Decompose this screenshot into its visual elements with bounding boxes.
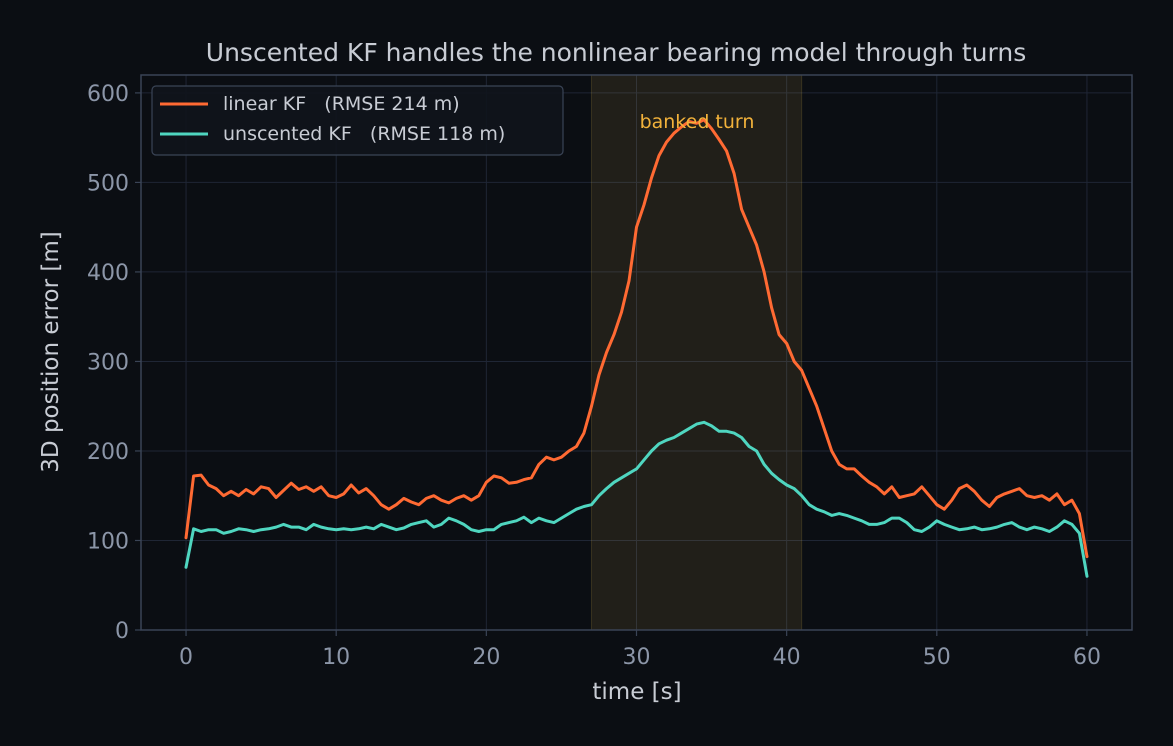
- y-tick-label: 0: [115, 619, 129, 644]
- shaded-region: [590, 74, 803, 631]
- x-axis: 0 10 20 30 40 50 60: [179, 630, 1101, 670]
- chart-title: Unscented KF handles the nonlinear beari…: [206, 38, 1026, 67]
- y-tick-label: 100: [87, 529, 129, 554]
- y-tick-label: 600: [87, 82, 129, 107]
- x-tick-label: 0: [179, 645, 193, 670]
- y-tick-label: 200: [87, 440, 129, 465]
- y-tick-label: 500: [87, 171, 129, 196]
- y-axis: 0 100 200 300 400 500 600: [87, 82, 141, 644]
- y-axis-label: 3D position error [m]: [38, 231, 64, 472]
- x-tick-label: 20: [472, 645, 500, 670]
- banked-turn-band: [590, 74, 803, 631]
- x-tick-label: 30: [623, 645, 651, 670]
- legend-label-linear-kf: linear KF (RMSE 214 m): [223, 93, 460, 115]
- legend-label-unscented-kf: unscented KF (RMSE 118 m): [223, 123, 505, 145]
- x-tick-label: 50: [923, 645, 951, 670]
- legend: linear KF (RMSE 214 m) unscented KF (RMS…: [151, 85, 564, 156]
- x-tick-label: 40: [773, 645, 801, 670]
- y-tick-label: 300: [87, 350, 129, 375]
- series-group: [184, 118, 1089, 578]
- series-line-0: [184, 118, 1089, 559]
- series-line-1: [184, 420, 1089, 578]
- legend-box: [151, 85, 564, 156]
- x-tick-label: 10: [322, 645, 350, 670]
- x-tick-label: 60: [1073, 645, 1101, 670]
- grid: [141, 75, 1132, 631]
- x-axis-label: time [s]: [592, 679, 681, 705]
- shaded-region-label: banked turn: [640, 111, 755, 133]
- y-tick-label: 400: [87, 261, 129, 286]
